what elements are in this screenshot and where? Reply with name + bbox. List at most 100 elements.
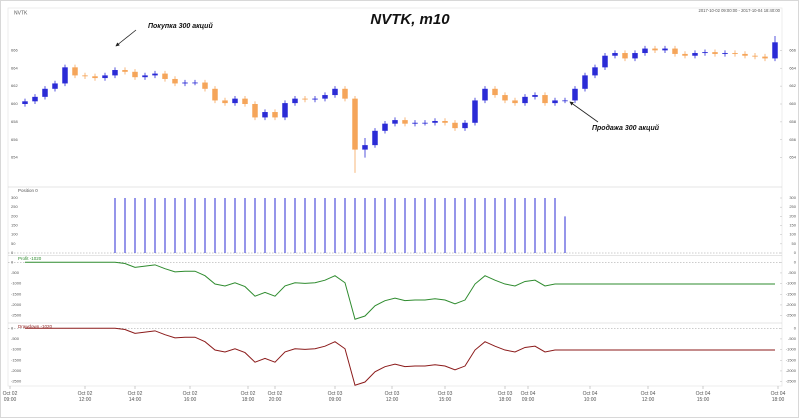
y-tick-label: 0 bbox=[794, 250, 797, 255]
y-tick-label: -2500 bbox=[11, 313, 22, 318]
candle-body bbox=[492, 88, 498, 96]
y-tick-label: 300 bbox=[789, 195, 796, 200]
y-tick-label: 660 bbox=[11, 101, 18, 106]
y-tick-label: 100 bbox=[789, 232, 796, 237]
y-tick-label: 662 bbox=[11, 83, 18, 88]
y-tick-label: 658 bbox=[789, 119, 796, 124]
candle-body bbox=[682, 53, 688, 56]
candle-body bbox=[102, 75, 108, 79]
candle-body bbox=[392, 120, 398, 124]
candle-body bbox=[582, 75, 588, 89]
candle-body bbox=[52, 83, 58, 89]
panel-label: Profit -1020 bbox=[18, 256, 42, 261]
candle-body bbox=[702, 52, 708, 54]
candle-body bbox=[532, 95, 538, 97]
y-tick-label: -500 bbox=[11, 270, 20, 275]
y-tick-label: -2000 bbox=[786, 368, 797, 373]
y-tick-label: 50 bbox=[11, 241, 16, 246]
candle-body bbox=[672, 48, 678, 54]
candle-body bbox=[312, 98, 318, 100]
candle-body bbox=[692, 53, 698, 56]
y-tick-label: 150 bbox=[11, 223, 18, 228]
candle-body bbox=[742, 53, 748, 56]
x-tick-label: Oct 04 09:00 bbox=[520, 391, 536, 403]
candle-body bbox=[402, 120, 408, 124]
equity-line bbox=[25, 261, 775, 320]
candle-body bbox=[72, 67, 78, 76]
period: 2017-10-02 09:00:00 - 2017-10-04 18:40:0… bbox=[699, 8, 781, 13]
candle-body bbox=[472, 100, 478, 123]
candle-body bbox=[642, 48, 648, 54]
candle-body bbox=[622, 53, 628, 59]
annotation: Покупка 300 акций bbox=[148, 22, 213, 30]
y-tick-label: 50 bbox=[792, 241, 797, 246]
candle-body bbox=[222, 100, 228, 104]
plot-frame bbox=[7, 7, 783, 387]
chart-title: NVTK, m10 bbox=[370, 11, 450, 28]
candle-body bbox=[152, 73, 158, 76]
x-tick-label: Oct 02 09:00 bbox=[2, 391, 18, 403]
symbol: NVTK bbox=[14, 10, 28, 16]
y-tick-label: -500 bbox=[788, 270, 797, 275]
x-tick-label: Oct 03 12:00 bbox=[384, 391, 400, 403]
candle-body bbox=[332, 88, 338, 96]
candle-body bbox=[722, 53, 728, 54]
candle-body bbox=[32, 96, 38, 102]
candle-body bbox=[512, 100, 518, 104]
candle-body bbox=[112, 70, 118, 76]
x-tick-label: Oct 03 18:00 bbox=[497, 391, 513, 403]
candle-body bbox=[252, 104, 258, 118]
y-tick-label: 656 bbox=[11, 137, 18, 142]
x-tick-label: Oct 02 16:00 bbox=[182, 391, 198, 403]
candle-body bbox=[372, 130, 378, 146]
y-tick-label: 200 bbox=[11, 213, 18, 218]
x-tick-label: Oct 02 14:00 bbox=[127, 391, 143, 403]
y-tick-label: 656 bbox=[789, 137, 796, 142]
y-tick-label: -1000 bbox=[11, 281, 22, 286]
y-tick-label: -1000 bbox=[11, 347, 22, 352]
panel-label: Drawdown -1020 bbox=[18, 324, 53, 329]
annotation: Продажа 300 акций bbox=[592, 124, 660, 132]
y-tick-label: -500 bbox=[11, 336, 20, 341]
candle-body bbox=[602, 55, 608, 68]
y-tick-label: 0 bbox=[794, 325, 797, 330]
candle-body bbox=[292, 98, 298, 104]
candle-body bbox=[192, 82, 198, 84]
candle-body bbox=[322, 95, 328, 99]
candle-body bbox=[552, 100, 558, 104]
y-tick-label: 664 bbox=[11, 65, 18, 70]
candle-body bbox=[432, 120, 438, 123]
candle-body bbox=[732, 53, 738, 54]
y-tick-label: 100 bbox=[11, 232, 18, 237]
y-tick-label: -1000 bbox=[786, 347, 797, 352]
y-tick-label: -1000 bbox=[786, 281, 797, 286]
candle-body bbox=[232, 98, 238, 104]
candle-body bbox=[712, 52, 718, 54]
candle-body bbox=[62, 67, 68, 84]
y-tick-label: 0 bbox=[11, 325, 14, 330]
candle-body bbox=[272, 112, 278, 118]
candle-body bbox=[652, 48, 658, 51]
y-tick-label: 662 bbox=[789, 83, 796, 88]
candle-body bbox=[302, 98, 308, 100]
candle-body bbox=[772, 42, 778, 59]
x-tick-label: Oct 04 15:00 bbox=[695, 391, 711, 403]
candle-body bbox=[202, 82, 208, 89]
candle-body bbox=[22, 101, 28, 104]
candle-body bbox=[92, 76, 98, 79]
y-tick-label: -500 bbox=[788, 336, 797, 341]
candle-body bbox=[762, 56, 768, 59]
candle-body bbox=[562, 100, 568, 102]
y-tick-label: 300 bbox=[11, 195, 18, 200]
y-tick-label: 664 bbox=[789, 65, 796, 70]
x-tick-label: Oct 02 12:00 bbox=[77, 391, 93, 403]
candle-body bbox=[282, 103, 288, 118]
x-tick-label: Oct 04 18:00 bbox=[770, 391, 786, 403]
y-tick-label: 0 bbox=[11, 250, 14, 255]
y-tick-label: -2000 bbox=[11, 368, 22, 373]
candle-body bbox=[362, 145, 368, 150]
candle-body bbox=[352, 98, 358, 150]
candle-body bbox=[482, 88, 488, 101]
candle-body bbox=[542, 95, 548, 104]
